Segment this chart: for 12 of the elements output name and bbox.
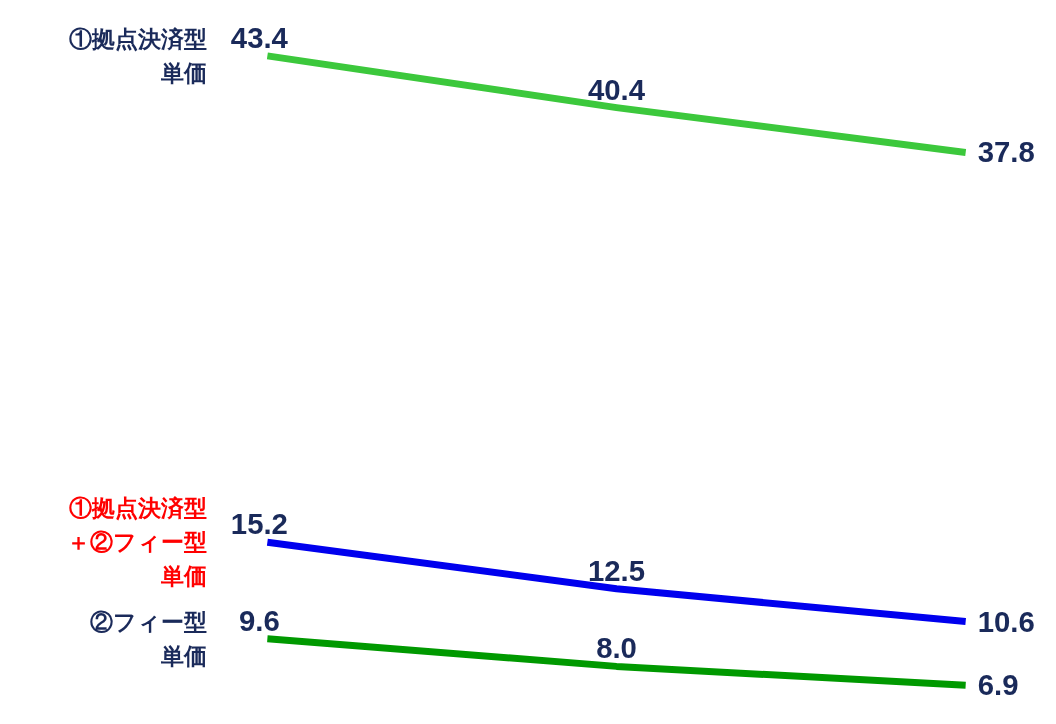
data-label: 8.0: [596, 631, 637, 665]
text: ②フィー型単価: [90, 608, 208, 669]
data-label: 10.6: [977, 604, 1035, 638]
data-label: 15.2: [230, 507, 288, 541]
data-label: 9.6: [238, 603, 280, 637]
data-label: 37.8: [977, 135, 1035, 169]
data-label: 40.4: [587, 72, 646, 106]
text: ①拠点決済型単価: [69, 25, 208, 86]
data-label: 12.5: [587, 553, 646, 587]
data-label: 6.9: [977, 668, 1019, 702]
data-label: 43.4: [230, 20, 289, 54]
text: ①拠点決済型＋②フィー型単価: [67, 495, 208, 590]
